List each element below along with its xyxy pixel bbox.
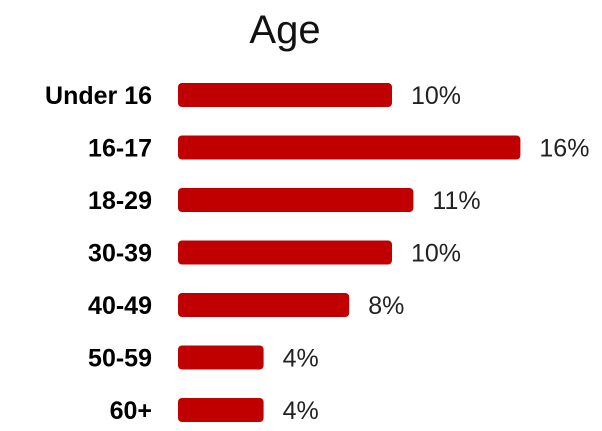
bar-50-59 bbox=[178, 345, 264, 370]
bar-30-39 bbox=[178, 240, 392, 265]
category-label-40-49: 40-49 bbox=[88, 292, 152, 320]
category-label-50-59: 50-59 bbox=[88, 345, 152, 373]
value-label-60: 4% bbox=[283, 397, 319, 425]
category-label-under-16: Under 16 bbox=[45, 82, 152, 110]
chart-title: Age bbox=[249, 8, 320, 52]
bar-18-29 bbox=[178, 188, 414, 212]
bars-layer: Under 16 10%16-17 16%18-29 11%30-39 10%40-49… bbox=[45, 82, 589, 425]
category-label-60: 60+ bbox=[110, 397, 152, 425]
bar-under-16 bbox=[178, 83, 392, 107]
bar-row-under-16: Under 16 10% bbox=[45, 82, 461, 110]
value-label-40-49: 8% bbox=[368, 292, 404, 320]
category-label-18-29: 18-29 bbox=[88, 187, 152, 215]
value-label-50-59: 4% bbox=[283, 345, 319, 373]
category-label-16-17: 16-17 bbox=[88, 135, 152, 163]
category-label-30-39: 30-39 bbox=[88, 240, 152, 268]
bar-40-49 bbox=[178, 293, 350, 317]
bar-16-17 bbox=[178, 135, 521, 160]
value-label-under-16: 10% bbox=[411, 82, 461, 110]
bar-row-16-17: 16-17 16% bbox=[88, 135, 589, 163]
bar-row-50-59: 50-59 4% bbox=[88, 345, 319, 373]
value-label-18-29: 11% bbox=[432, 187, 480, 215]
bar-row-60: 60+ 4% bbox=[110, 397, 319, 425]
bar-row-18-29: 18-29 11% bbox=[88, 187, 481, 215]
bar-row-30-39: 30-39 10% bbox=[88, 240, 461, 268]
bar-row-40-49: 40-49 8% bbox=[88, 292, 404, 320]
value-label-30-39: 10% bbox=[411, 240, 461, 268]
value-label-16-17: 16% bbox=[539, 135, 589, 163]
bar-60 bbox=[178, 398, 264, 422]
